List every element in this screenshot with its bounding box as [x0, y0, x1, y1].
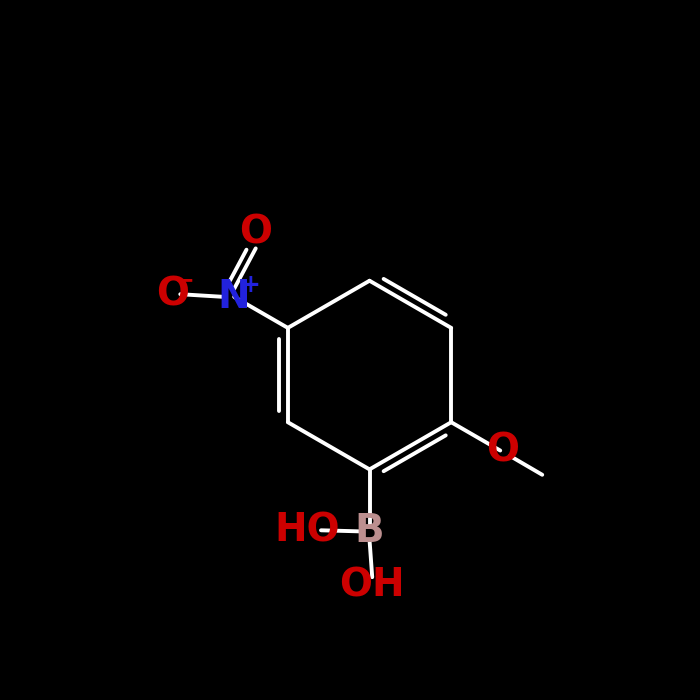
Text: O: O	[239, 214, 272, 251]
Text: N: N	[218, 278, 251, 316]
Text: O: O	[486, 431, 519, 470]
Text: HO: HO	[274, 511, 340, 550]
Text: B: B	[355, 512, 384, 550]
Text: +: +	[241, 273, 260, 297]
Text: O: O	[155, 275, 189, 313]
Text: OH: OH	[340, 566, 405, 604]
Text: −: −	[174, 268, 194, 292]
